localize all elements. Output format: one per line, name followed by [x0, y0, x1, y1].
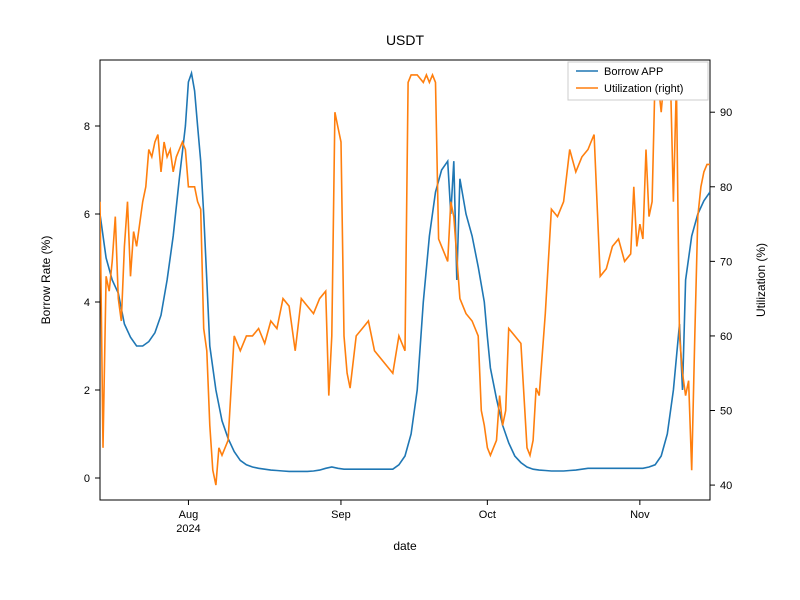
plot-border — [100, 60, 710, 500]
y-right-tick-label: 90 — [720, 107, 732, 119]
y-left-tick-label: 4 — [84, 297, 90, 309]
chart-container: USDT Aug Sep Oct Nov 2024 date 0 2 4 6 8 Borrow Rate… — [0, 0, 800, 600]
legend-label: Borrow APP — [604, 66, 663, 78]
x-tick-label: Oct — [479, 509, 496, 521]
series-line — [100, 73, 710, 471]
y-left-tick-label: 0 — [84, 473, 90, 485]
y-right-axis-label: Utilization (%) — [754, 243, 768, 317]
x-tick-label: Sep — [331, 509, 351, 521]
y-left-tick-label: 8 — [84, 121, 90, 133]
series-line — [100, 75, 710, 485]
x-axis-label: date — [393, 539, 417, 553]
chart-svg: USDT Aug Sep Oct Nov 2024 date 0 2 4 6 8 Borrow Rate… — [0, 0, 800, 600]
y-right-tick-label: 70 — [720, 256, 732, 268]
y-right-tick-label: 40 — [720, 480, 732, 492]
chart-title: USDT — [386, 32, 425, 48]
y-right-tick-label: 60 — [720, 331, 732, 343]
y-left-tick-label: 6 — [84, 209, 90, 221]
x-tick-label: Nov — [630, 509, 650, 521]
y-right-tick-label: 80 — [720, 182, 732, 194]
y-right-tick-label: 50 — [720, 406, 732, 418]
y-left-tick-label: 2 — [84, 385, 90, 397]
x-tick-label: Aug — [179, 509, 199, 521]
legend-label: Utilization (right) — [604, 83, 683, 95]
x-sub-label: 2024 — [176, 523, 200, 535]
y-left-axis-label: Borrow Rate (%) — [39, 236, 53, 325]
